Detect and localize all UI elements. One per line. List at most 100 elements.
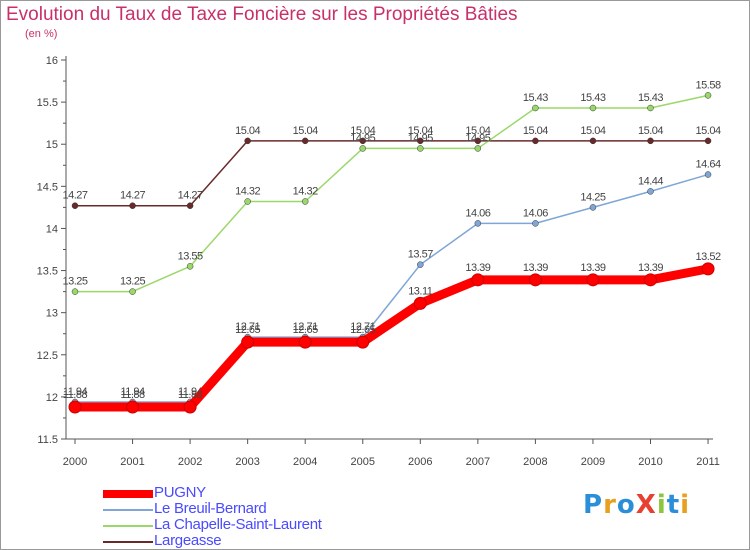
data-point	[186, 263, 194, 270]
data-point	[474, 220, 482, 227]
data-label: 14.06	[465, 207, 490, 219]
data-label: 13.39	[523, 262, 548, 274]
data-point	[244, 198, 251, 205]
data-point	[241, 335, 255, 349]
data-label: 13.25	[120, 276, 145, 288]
data-label: 14.25	[580, 191, 605, 203]
data-label: 15.04	[580, 125, 605, 137]
data-point	[589, 104, 597, 112]
y-tick-label: 12.5	[37, 350, 58, 362]
data-point	[359, 145, 366, 152]
data-point	[589, 204, 597, 211]
x-tick-label: 2006	[408, 456, 432, 468]
data-label: 14.32	[235, 185, 260, 197]
data-point	[71, 288, 79, 295]
data-label: 15.04	[293, 125, 318, 137]
data-point	[417, 137, 424, 145]
data-point	[589, 137, 597, 145]
data-label: 11.88	[178, 389, 203, 401]
data-label: 11.88	[63, 389, 88, 401]
data-label: 15.43	[523, 92, 548, 104]
data-point	[647, 104, 654, 112]
data-point	[704, 137, 712, 145]
data-point	[704, 92, 712, 99]
data-point	[301, 137, 309, 145]
data-label: 14.64	[696, 159, 721, 171]
chart-title: Evolution du Taux de Taxe Foncière sur l…	[6, 4, 518, 25]
data-label: 15.43	[638, 92, 663, 104]
legend-label: La Chapelle-Saint-Laurent	[154, 516, 322, 533]
x-tick-label: 2005	[351, 456, 375, 468]
data-label: 12.71	[235, 321, 260, 333]
data-label: 14.06	[523, 207, 548, 219]
data-point	[528, 273, 542, 287]
legend-swatch	[103, 490, 153, 498]
data-label: 14.32	[293, 185, 318, 197]
data-point	[126, 400, 140, 414]
x-tick-label: 2008	[523, 456, 547, 468]
data-label: 14.95	[465, 132, 490, 144]
series-line-le-breuil-bernard	[74, 173, 709, 403]
data-label: 15.04	[638, 125, 663, 137]
data-label: 13.39	[638, 262, 663, 274]
y-tick-label: 12	[46, 392, 58, 404]
x-tick-label: 2002	[178, 456, 202, 468]
data-label: 14.27	[178, 190, 203, 202]
data-label: 13.52	[696, 251, 721, 263]
y-tick-label: 15.5	[37, 97, 58, 109]
data-label: 12.65	[293, 324, 318, 336]
data-label: 12.65	[350, 324, 375, 336]
y-tick-label: 13.5	[37, 266, 58, 278]
legend-swatch	[103, 509, 153, 511]
data-label: 15.43	[580, 92, 605, 104]
data-point	[129, 288, 136, 295]
y-tick-label: 15	[46, 139, 58, 151]
data-point	[471, 273, 485, 287]
data-point	[701, 262, 715, 276]
data-label: 12.65	[235, 324, 260, 336]
x-tick-label: 2000	[63, 456, 87, 468]
legend-label: Largeasse	[154, 532, 222, 549]
data-label: 15.58	[696, 79, 721, 91]
x-tick-label: 2011	[696, 456, 720, 468]
data-label: 12.71	[293, 321, 318, 333]
x-tick-label: 2009	[581, 456, 605, 468]
data-point	[647, 188, 654, 195]
data-label: 13.57	[408, 249, 433, 261]
y-tick-label: 16	[46, 55, 58, 67]
data-point	[68, 400, 82, 414]
data-label: 15.04	[408, 125, 433, 137]
data-point	[417, 145, 424, 152]
data-point	[359, 137, 366, 145]
data-point	[298, 335, 312, 349]
x-tick-label: 2007	[466, 456, 490, 468]
data-point	[301, 198, 309, 205]
data-point	[586, 273, 600, 287]
legend-swatch	[103, 541, 153, 543]
data-point	[183, 400, 197, 414]
data-point	[417, 261, 424, 268]
data-label: 14.27	[62, 190, 87, 202]
y-tick-label: 11.5	[37, 434, 58, 446]
legend-label: Le Breuil-Bernard	[154, 500, 267, 517]
data-point	[356, 335, 370, 349]
data-point	[244, 137, 251, 145]
data-point	[532, 220, 539, 227]
data-point	[532, 104, 539, 112]
data-label: 13.11	[408, 285, 433, 297]
proxiti-logo: ProXiti	[583, 490, 691, 520]
x-tick-label: 2001	[120, 456, 144, 468]
data-label: 15.04	[465, 125, 490, 137]
data-label: 13.25	[62, 276, 87, 288]
data-label: 11.94	[63, 386, 88, 398]
y-tick-label: 14.5	[37, 181, 58, 193]
series-line-largeasse	[74, 140, 709, 207]
data-label: 14.44	[638, 175, 663, 187]
data-point	[129, 202, 136, 209]
x-tick-label: 2003	[235, 456, 259, 468]
data-label: 11.94	[120, 386, 145, 398]
data-label: 15.04	[696, 125, 721, 137]
series-line-pugny	[70, 264, 713, 412]
